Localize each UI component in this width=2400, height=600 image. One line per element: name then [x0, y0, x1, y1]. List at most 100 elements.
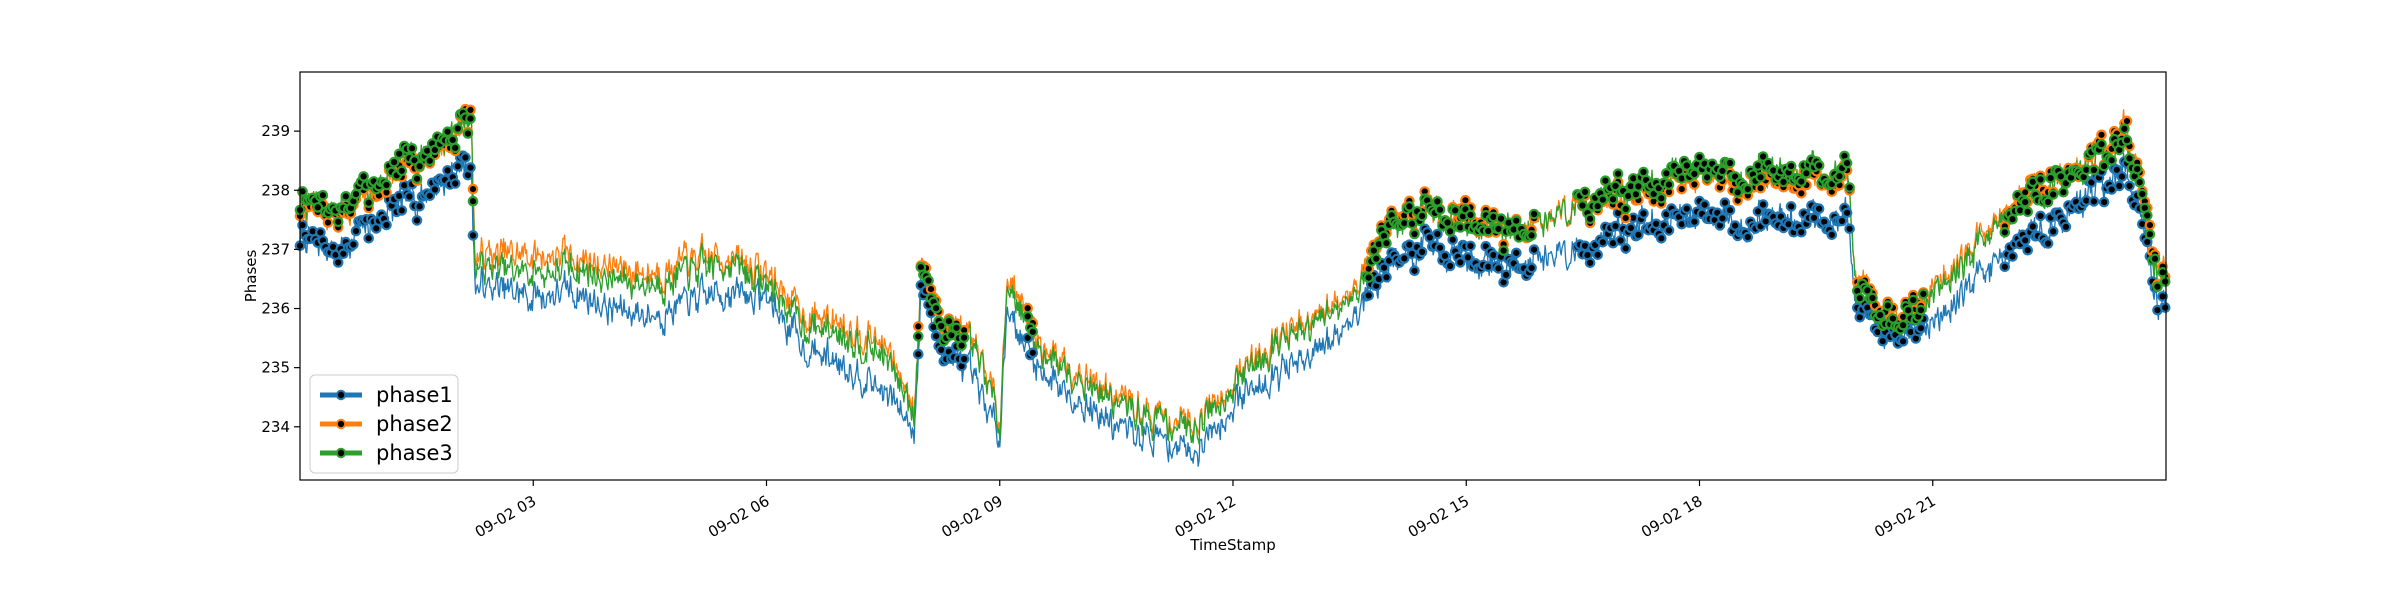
series-markers-phase1 [294, 150, 2171, 372]
data-point [1656, 193, 1667, 204]
data-point [2152, 281, 2163, 292]
data-point [1495, 213, 1507, 224]
data-point [1597, 237, 1609, 248]
data-point [1755, 172, 1766, 183]
data-point [381, 179, 392, 191]
data-point [930, 302, 942, 314]
legend-label-phase2: phase2 [376, 412, 453, 436]
data-point [1612, 168, 1624, 179]
data-point [1915, 322, 1927, 334]
data-point [1742, 183, 1754, 195]
data-point [2137, 188, 2148, 200]
data-point [465, 113, 476, 124]
data-point [2035, 174, 2046, 185]
data-point [1808, 212, 1820, 224]
data-point [1607, 194, 1619, 205]
data-point [2116, 171, 2128, 182]
data-point [1592, 200, 1603, 212]
data-point [1597, 194, 1609, 205]
data-point [1742, 231, 1754, 243]
series-line-phase3 [299, 112, 2167, 445]
series-markers-phase3 [294, 107, 2171, 351]
data-point [1676, 183, 1687, 195]
data-point [414, 201, 425, 212]
y-tick-label: 237 [261, 240, 290, 258]
data-point [1404, 201, 1415, 212]
data-point [1381, 237, 1392, 249]
data-point [1796, 226, 1807, 238]
data-point [404, 191, 415, 202]
data-point [1526, 262, 1537, 274]
data-point [1796, 176, 1807, 187]
data-point [2007, 251, 2018, 262]
data-point [1409, 228, 1420, 240]
data-point [2042, 238, 2054, 249]
data-point [350, 225, 362, 237]
data-point [2047, 226, 2059, 237]
data-point [2142, 210, 2153, 221]
data-point [2088, 164, 2100, 176]
data-point [1378, 262, 1390, 273]
data-point [2022, 244, 2033, 256]
data-point [1027, 347, 1039, 359]
data-point [2019, 235, 2031, 246]
data-point [1584, 257, 1596, 269]
data-point [358, 171, 369, 182]
data-point [2060, 221, 2072, 233]
data-point [1729, 220, 1741, 231]
data-point [2088, 196, 2100, 207]
data-point [467, 183, 479, 195]
data-point [2134, 176, 2145, 188]
data-point [1874, 309, 1886, 321]
data-point [1826, 229, 1838, 241]
data-point [1841, 157, 1853, 169]
data-point [1399, 253, 1410, 264]
data-point [467, 230, 479, 241]
data-point [465, 162, 476, 173]
data-point [1416, 210, 1428, 222]
data-point [2047, 189, 2059, 200]
data-point [1717, 213, 1728, 224]
data-point [1785, 160, 1797, 172]
data-point [1778, 176, 1789, 188]
data-point [442, 126, 453, 137]
data-point [2157, 266, 2168, 278]
legend-marker-phase2 [335, 418, 347, 430]
data-point [2035, 210, 2046, 222]
data-point [1363, 272, 1374, 283]
data-point [1907, 294, 1919, 306]
data-point [1717, 165, 1728, 177]
data-point [1449, 205, 1461, 216]
legend-box [309, 374, 459, 474]
data-point [1813, 160, 1825, 171]
data-point [1699, 199, 1710, 210]
data-point [2045, 172, 2056, 184]
data-point [406, 143, 418, 154]
data-point [1498, 245, 1509, 256]
x-axis-label: TimeStamp [1189, 536, 1275, 554]
data-point [1620, 212, 1631, 224]
data-point [1785, 201, 1797, 212]
data-point [1027, 326, 1039, 338]
data-point [1689, 168, 1700, 180]
data-point [2098, 160, 2110, 172]
data-point [1801, 168, 1812, 179]
data-point [1600, 175, 1611, 186]
data-point [1526, 230, 1537, 241]
data-point [935, 320, 947, 332]
data-point [958, 353, 970, 365]
data-point [411, 215, 423, 226]
data-point [1918, 288, 1929, 300]
data-point [2111, 164, 2123, 176]
data-point [912, 348, 924, 360]
data-point [1381, 271, 1392, 283]
data-point [2157, 291, 2168, 302]
data-point [1592, 249, 1603, 261]
data-point [1434, 204, 1446, 215]
data-point [414, 160, 425, 172]
data-point [411, 173, 423, 185]
data-point [2159, 276, 2171, 287]
data-point [1579, 186, 1591, 198]
data-point [1897, 335, 1909, 347]
data-point [332, 257, 344, 268]
